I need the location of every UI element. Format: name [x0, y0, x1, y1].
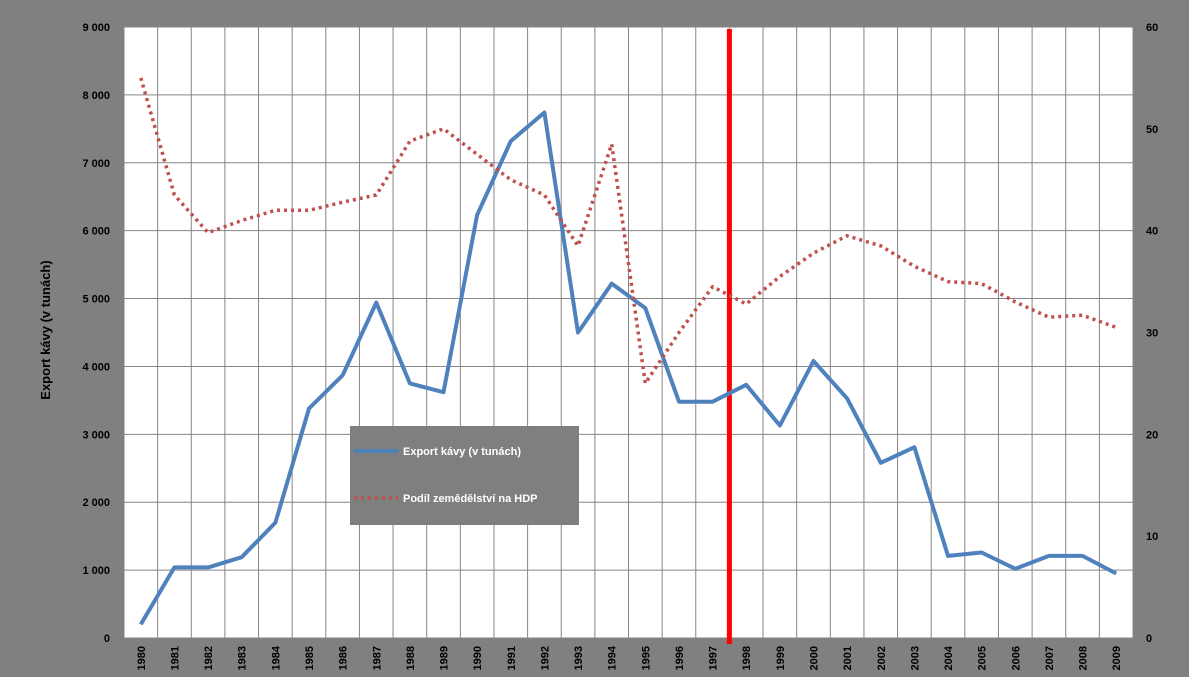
- right-tick-label: 50: [1146, 124, 1158, 136]
- left-tick-label: 9 000: [82, 22, 110, 34]
- x-tick-label: 1988: [405, 646, 417, 670]
- x-tick-label: 1983: [237, 646, 249, 670]
- x-tick-label: 1992: [539, 646, 551, 670]
- series-line-1: [139, 77, 1117, 386]
- x-tick-label: 1985: [304, 646, 316, 670]
- x-tick-label: 1996: [674, 646, 686, 670]
- legend-box: [350, 426, 579, 525]
- x-tick-label: 2009: [1111, 646, 1123, 670]
- left-tick-label: 7 000: [82, 158, 110, 170]
- x-tick-label: 2000: [809, 646, 821, 670]
- x-tick-label: 2008: [1078, 646, 1090, 670]
- x-tick-label: 1986: [338, 646, 350, 670]
- series-group: [139, 77, 1118, 626]
- right-tick-label: 60: [1146, 22, 1158, 34]
- x-tick-label: 2003: [909, 646, 921, 670]
- x-tick-label: 1998: [741, 646, 753, 670]
- legend-label-export: Export kávy (v tunách): [403, 446, 521, 458]
- x-tick-label: 1999: [775, 646, 787, 670]
- x-tick-label: 1997: [708, 646, 720, 670]
- x-tick-label: 2005: [977, 646, 989, 670]
- x-tick-label: 1994: [607, 645, 619, 670]
- right-tick-label: 0: [1146, 633, 1152, 645]
- left-tick-label: 1 000: [82, 565, 110, 577]
- right-tick-label: 30: [1146, 328, 1158, 340]
- grid: [123, 26, 1134, 639]
- x-tick-label: 2004: [943, 645, 955, 670]
- right-tick-label: 10: [1146, 531, 1158, 543]
- legend: Export kávy (v tunách) Podíl zemědělství…: [350, 426, 579, 525]
- x-tick-label: 1993: [573, 646, 585, 670]
- x-tick-label: 1989: [439, 646, 451, 670]
- x-axis-ticks: 1980 1981 1982 1983 1984 1985 1986 1987 1988 1989…: [136, 645, 1123, 670]
- x-tick-label: 2002: [876, 646, 888, 670]
- left-tick-label: 3 000: [82, 429, 110, 441]
- right-tick-label: 20: [1146, 429, 1158, 441]
- x-tick-label: 1987: [371, 646, 383, 670]
- x-tick-label: 2001: [842, 646, 854, 670]
- legend-label-agriculture: Podíl zemědělství na HDP: [403, 493, 537, 505]
- x-tick-label: 1982: [203, 646, 215, 670]
- left-tick-label: 6 000: [82, 226, 110, 238]
- x-tick-label: 2007: [1044, 646, 1056, 670]
- y-axis-title: Export kávy (v tunách): [38, 260, 53, 399]
- x-tick-label: 1980: [136, 646, 148, 670]
- series-line-0: [139, 110, 1118, 626]
- x-tick-label: 1990: [472, 646, 484, 670]
- x-tick-label: 1984: [270, 645, 282, 670]
- x-tick-label: 1981: [169, 646, 181, 670]
- right-tick-label: 40: [1146, 226, 1158, 238]
- x-tick-label: 2006: [1010, 646, 1022, 670]
- right-axis-ticks: 0 10 20 30 40 50 60: [1146, 22, 1158, 645]
- left-tick-label: 5 000: [82, 294, 110, 306]
- left-tick-label: 4 000: [82, 361, 110, 373]
- x-tick-label: 1991: [506, 646, 518, 670]
- x-tick-label: 1995: [640, 646, 652, 670]
- left-tick-label: 0: [104, 633, 110, 645]
- left-axis-ticks: 0 1 000 2 000 3 000 4 000 5 000 6 000 7 000 8 00…: [82, 22, 110, 645]
- left-tick-label: 2 000: [82, 497, 110, 509]
- left-tick-label: 8 000: [82, 90, 110, 102]
